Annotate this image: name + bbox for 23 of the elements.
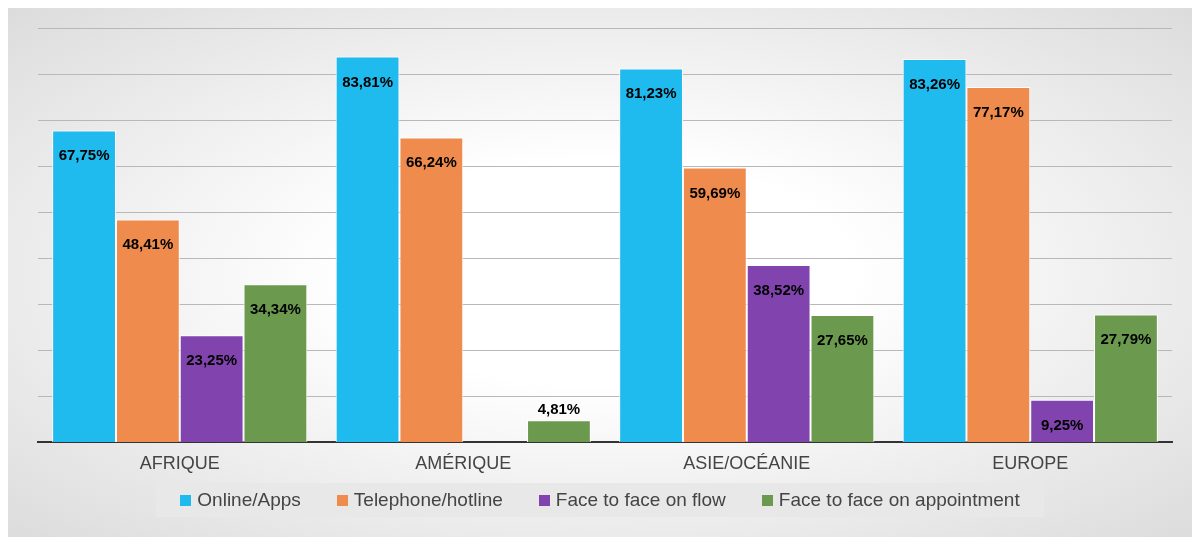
data-label: 9,25% [1040,415,1084,433]
x-tick-label: ASIE/OCÉANIE [683,453,811,474]
data-label: 67,75% [58,146,110,164]
legend-label: Face to face on appointment [778,489,1020,511]
data-label: 27,79% [1100,330,1152,348]
data-label: 38,52% [753,281,805,299]
data-label: 66,24% [405,153,457,171]
data-label: 59,69% [689,183,741,201]
data-label: 34,34% [249,300,301,318]
legend-label: Online/Apps [197,489,301,511]
data-label: 48,41% [122,235,174,253]
legend-label: Telephone/hotline [353,489,503,511]
legend-label: Face to face on flow [555,489,726,511]
data-label: 83,26% [909,75,961,93]
x-tick-label: AMÉRIQUE [415,453,512,474]
x-tick-label: EUROPE [992,453,1069,474]
data-label: 27,65% [816,331,868,349]
x-tick-label: AFRIQUE [139,453,220,474]
data-label: 23,25% [186,351,238,369]
data-label: 4,81% [537,400,581,418]
data-label: 81,23% [625,84,677,102]
data-label: 77,17% [972,103,1024,121]
data-label: 83,81% [342,72,394,90]
